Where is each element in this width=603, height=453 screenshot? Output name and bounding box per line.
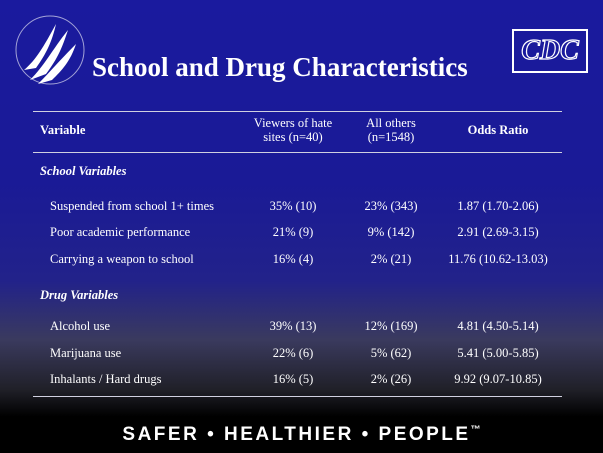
- cell: Alcohol use: [50, 319, 111, 333]
- cell: 22% (6): [272, 346, 314, 360]
- tagline-text: SAFER • HEALTHIER • PEOPLE: [122, 424, 471, 445]
- cell: Poor academic performance: [50, 225, 191, 239]
- cell: 9.92 (9.07-10.85): [454, 372, 542, 386]
- column-header: Variable: [40, 123, 86, 137]
- cell: 23% (343): [364, 199, 418, 213]
- column-header: All others: [366, 116, 416, 130]
- cell: 21% (9): [272, 225, 314, 239]
- column-header: Viewers of hate: [253, 116, 333, 130]
- cell: 35% (10): [269, 199, 317, 213]
- cdc-logo: CDC: [512, 29, 588, 73]
- hhs-logo: [15, 15, 85, 85]
- cell: 16% (4): [272, 252, 314, 266]
- trademark: ™: [470, 424, 481, 436]
- cell: 9% (142): [367, 225, 415, 239]
- cell: 1.87 (1.70-2.06): [457, 199, 539, 213]
- column-header: Odds Ratio: [467, 123, 529, 137]
- cell: 39% (13): [269, 319, 317, 333]
- cell: 2.91 (2.69-3.15): [457, 225, 539, 239]
- cell: 11.76 (10.62-13.03): [448, 252, 548, 266]
- section-title: Drug Variables: [40, 288, 119, 302]
- section-title: School Variables: [40, 164, 127, 178]
- table-rule: [33, 396, 562, 397]
- cell: 4.81 (4.50-5.14): [457, 319, 539, 333]
- cell: 5.41 (5.00-5.85): [457, 346, 539, 360]
- cell: Marijuana use: [50, 346, 122, 360]
- column-header: sites (n=40): [263, 130, 323, 144]
- cell: 12% (169): [364, 319, 418, 333]
- slide-title: School and Drug Characteristics: [92, 52, 468, 82]
- tagline: SAFER • HEALTHIER • PEOPLE™: [0, 424, 603, 446]
- table-rule: [33, 152, 562, 153]
- cell: Inhalants / Hard drugs: [50, 372, 162, 386]
- cell: 16% (5): [272, 372, 314, 386]
- cell: 5% (62): [370, 346, 412, 360]
- column-header: (n=1548): [367, 130, 415, 144]
- cell: Carrying a weapon to school: [50, 252, 194, 266]
- cell: 2% (26): [370, 372, 412, 386]
- cell: Suspended from school 1+ times: [50, 199, 214, 213]
- table-rule: [33, 111, 562, 112]
- cell: 2% (21): [370, 252, 412, 266]
